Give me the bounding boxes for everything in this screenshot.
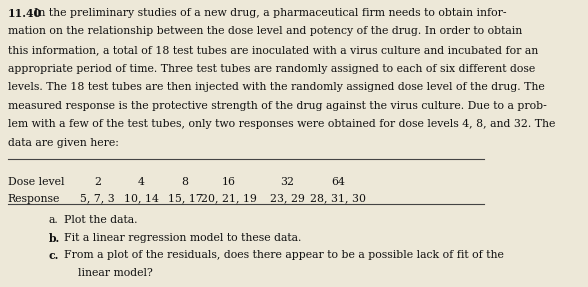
Text: 11.40: 11.40 — [8, 8, 42, 19]
Text: this information, a total of 18 test tubes are inoculated with a virus culture a: this information, a total of 18 test tub… — [8, 45, 538, 55]
Text: Fit a linear regression model to these data.: Fit a linear regression model to these d… — [64, 233, 301, 243]
Text: 15, 17: 15, 17 — [168, 194, 202, 204]
Text: 64: 64 — [331, 177, 345, 187]
Text: 23, 29: 23, 29 — [270, 194, 305, 204]
Text: 32: 32 — [280, 177, 294, 187]
Text: b.: b. — [49, 233, 60, 244]
Text: 16: 16 — [222, 177, 236, 187]
Text: Response: Response — [8, 194, 60, 204]
Text: Dose level: Dose level — [8, 177, 64, 187]
Text: 20, 21, 19: 20, 21, 19 — [201, 194, 257, 204]
Text: Plot the data.: Plot the data. — [64, 215, 137, 225]
Text: In the preliminary studies of a new drug, a pharmaceutical firm needs to obtain : In the preliminary studies of a new drug… — [34, 8, 507, 18]
Text: 2: 2 — [94, 177, 101, 187]
Text: mation on the relationship between the dose level and potency of the drug. In or: mation on the relationship between the d… — [8, 26, 522, 36]
Text: From a plot of the residuals, does there appear to be a possible lack of fit of : From a plot of the residuals, does there… — [64, 251, 503, 260]
Text: 8: 8 — [182, 177, 189, 187]
Text: measured response is the protective strength of the drug against the virus cultu: measured response is the protective stre… — [8, 101, 546, 111]
Text: 5, 7, 3: 5, 7, 3 — [80, 194, 115, 204]
Text: 28, 31, 30: 28, 31, 30 — [310, 194, 366, 204]
Text: levels. The 18 test tubes are then injected with the randomly assigned dose leve: levels. The 18 test tubes are then injec… — [8, 82, 544, 92]
Text: 4: 4 — [138, 177, 145, 187]
Text: data are given here:: data are given here: — [8, 138, 119, 148]
Text: appropriate period of time. Three test tubes are randomly assigned to each of si: appropriate period of time. Three test t… — [8, 63, 535, 73]
Text: lem with a few of the test tubes, only two responses were obtained for dose leve: lem with a few of the test tubes, only t… — [8, 119, 555, 129]
Text: linear model?: linear model? — [78, 268, 153, 278]
Text: a.: a. — [49, 215, 59, 225]
Text: c.: c. — [49, 251, 59, 261]
Text: 10, 14: 10, 14 — [124, 194, 159, 204]
